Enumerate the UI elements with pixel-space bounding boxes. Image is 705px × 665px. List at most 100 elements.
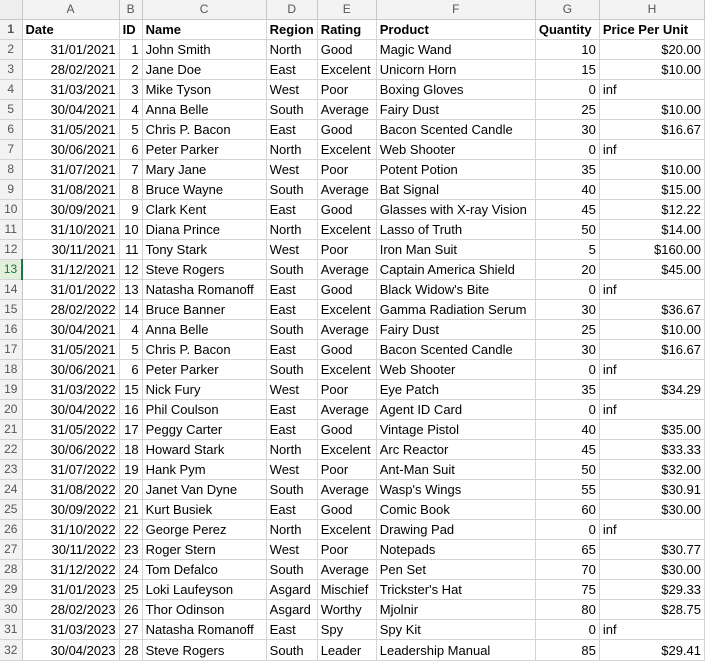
row-number-18[interactable]: 18 xyxy=(0,359,23,380)
cell-c9[interactable]: Bruce Wayne xyxy=(142,179,267,200)
column-header-b[interactable]: B xyxy=(119,0,143,20)
cell-f10[interactable]: Glasses with X-ray Vision xyxy=(376,199,536,220)
cell-g20[interactable]: 0 xyxy=(535,399,600,420)
cell-f6[interactable]: Bacon Scented Candle xyxy=(376,119,536,140)
cell-b29[interactable]: 25 xyxy=(119,579,143,600)
cell-h16[interactable]: $10.00 xyxy=(599,319,705,340)
cell-a30[interactable]: 28/02/2023 xyxy=(22,599,120,620)
cell-h2[interactable]: $20.00 xyxy=(599,39,705,60)
column-header-c[interactable]: C xyxy=(142,0,267,20)
cell-h13[interactable]: $45.00 xyxy=(599,259,705,280)
cell-e26[interactable]: Excelent xyxy=(317,519,377,540)
cell-g28[interactable]: 70 xyxy=(535,559,600,580)
cell-h10[interactable]: $12.22 xyxy=(599,199,705,220)
cell-a11[interactable]: 31/10/2021 xyxy=(22,219,120,240)
cell-g15[interactable]: 30 xyxy=(535,299,600,320)
cell-d25[interactable]: East xyxy=(266,499,318,520)
cell-d2[interactable]: North xyxy=(266,39,318,60)
cell-h22[interactable]: $33.33 xyxy=(599,439,705,460)
cell-a2[interactable]: 31/01/2021 xyxy=(22,39,120,60)
cell-c30[interactable]: Thor Odinson xyxy=(142,599,267,620)
cell-e30[interactable]: Worthy xyxy=(317,599,377,620)
cell-a23[interactable]: 31/07/2022 xyxy=(22,459,120,480)
row-number-1[interactable]: 1 xyxy=(0,19,23,40)
cell-e31[interactable]: Spy xyxy=(317,619,377,640)
cell-b7[interactable]: 6 xyxy=(119,139,143,160)
cell-h17[interactable]: $16.67 xyxy=(599,339,705,360)
cell-h20[interactable]: inf xyxy=(599,399,705,420)
cell-e5[interactable]: Average xyxy=(317,99,377,120)
cell-f16[interactable]: Fairy Dust xyxy=(376,319,536,340)
cell-b5[interactable]: 4 xyxy=(119,99,143,120)
cell-d31[interactable]: East xyxy=(266,619,318,640)
cell-h21[interactable]: $35.00 xyxy=(599,419,705,440)
cell-d28[interactable]: South xyxy=(266,559,318,580)
cell-c15[interactable]: Bruce Banner xyxy=(142,299,267,320)
row-number-30[interactable]: 30 xyxy=(0,599,23,620)
cell-e28[interactable]: Average xyxy=(317,559,377,580)
cell-g27[interactable]: 65 xyxy=(535,539,600,560)
cell-c21[interactable]: Peggy Carter xyxy=(142,419,267,440)
cell-f17[interactable]: Bacon Scented Candle xyxy=(376,339,536,360)
cell-b18[interactable]: 6 xyxy=(119,359,143,380)
cell-b2[interactable]: 1 xyxy=(119,39,143,60)
cell-c24[interactable]: Janet Van Dyne xyxy=(142,479,267,500)
cell-e32[interactable]: Leader xyxy=(317,639,377,661)
cell-g2[interactable]: 10 xyxy=(535,39,600,60)
cell-d10[interactable]: East xyxy=(266,199,318,220)
row-number-16[interactable]: 16 xyxy=(0,319,23,340)
cell-e8[interactable]: Poor xyxy=(317,159,377,180)
row-number-5[interactable]: 5 xyxy=(0,99,23,120)
cell-d1[interactable]: Region xyxy=(266,19,318,40)
cell-e18[interactable]: Excelent xyxy=(317,359,377,380)
cell-a12[interactable]: 30/11/2021 xyxy=(22,239,120,260)
cell-f21[interactable]: Vintage Pistol xyxy=(376,419,536,440)
row-number-14[interactable]: 14 xyxy=(0,279,23,300)
cell-b22[interactable]: 18 xyxy=(119,439,143,460)
cell-h18[interactable]: inf xyxy=(599,359,705,380)
cell-g8[interactable]: 35 xyxy=(535,159,600,180)
cell-f28[interactable]: Pen Set xyxy=(376,559,536,580)
cell-d24[interactable]: South xyxy=(266,479,318,500)
row-number-20[interactable]: 20 xyxy=(0,399,23,420)
cell-a6[interactable]: 31/05/2021 xyxy=(22,119,120,140)
cell-f14[interactable]: Black Widow's Bite xyxy=(376,279,536,300)
cell-a9[interactable]: 31/08/2021 xyxy=(22,179,120,200)
row-number-11[interactable]: 11 xyxy=(0,219,23,240)
cell-e9[interactable]: Average xyxy=(317,179,377,200)
cell-c11[interactable]: Diana Prince xyxy=(142,219,267,240)
cell-b24[interactable]: 20 xyxy=(119,479,143,500)
cell-c22[interactable]: Howard Stark xyxy=(142,439,267,460)
cell-b21[interactable]: 17 xyxy=(119,419,143,440)
cell-c4[interactable]: Mike Tyson xyxy=(142,79,267,100)
cell-g26[interactable]: 0 xyxy=(535,519,600,540)
cell-h32[interactable]: $29.41 xyxy=(599,639,705,661)
row-number-9[interactable]: 9 xyxy=(0,179,23,200)
cell-f7[interactable]: Web Shooter xyxy=(376,139,536,160)
cell-d21[interactable]: East xyxy=(266,419,318,440)
cell-a16[interactable]: 30/04/2021 xyxy=(22,319,120,340)
cell-a13[interactable]: 31/12/2021 xyxy=(22,259,120,280)
cell-h30[interactable]: $28.75 xyxy=(599,599,705,620)
cell-b28[interactable]: 24 xyxy=(119,559,143,580)
cell-b23[interactable]: 19 xyxy=(119,459,143,480)
cell-c19[interactable]: Nick Fury xyxy=(142,379,267,400)
cell-a32[interactable]: 30/04/2023 xyxy=(22,639,120,661)
column-header-h[interactable]: H xyxy=(599,0,705,20)
cell-h19[interactable]: $34.29 xyxy=(599,379,705,400)
column-header-e[interactable]: E xyxy=(317,0,377,20)
cell-d3[interactable]: East xyxy=(266,59,318,80)
cell-e2[interactable]: Good xyxy=(317,39,377,60)
cell-h8[interactable]: $10.00 xyxy=(599,159,705,180)
cell-f4[interactable]: Boxing Gloves xyxy=(376,79,536,100)
cell-d6[interactable]: East xyxy=(266,119,318,140)
cell-c16[interactable]: Anna Belle xyxy=(142,319,267,340)
cell-f30[interactable]: Mjolnir xyxy=(376,599,536,620)
cell-f8[interactable]: Potent Potion xyxy=(376,159,536,180)
cell-c5[interactable]: Anna Belle xyxy=(142,99,267,120)
cell-c14[interactable]: Natasha Romanoff xyxy=(142,279,267,300)
cell-d9[interactable]: South xyxy=(266,179,318,200)
cell-g13[interactable]: 20 xyxy=(535,259,600,280)
cell-e27[interactable]: Poor xyxy=(317,539,377,560)
row-number-22[interactable]: 22 xyxy=(0,439,23,460)
